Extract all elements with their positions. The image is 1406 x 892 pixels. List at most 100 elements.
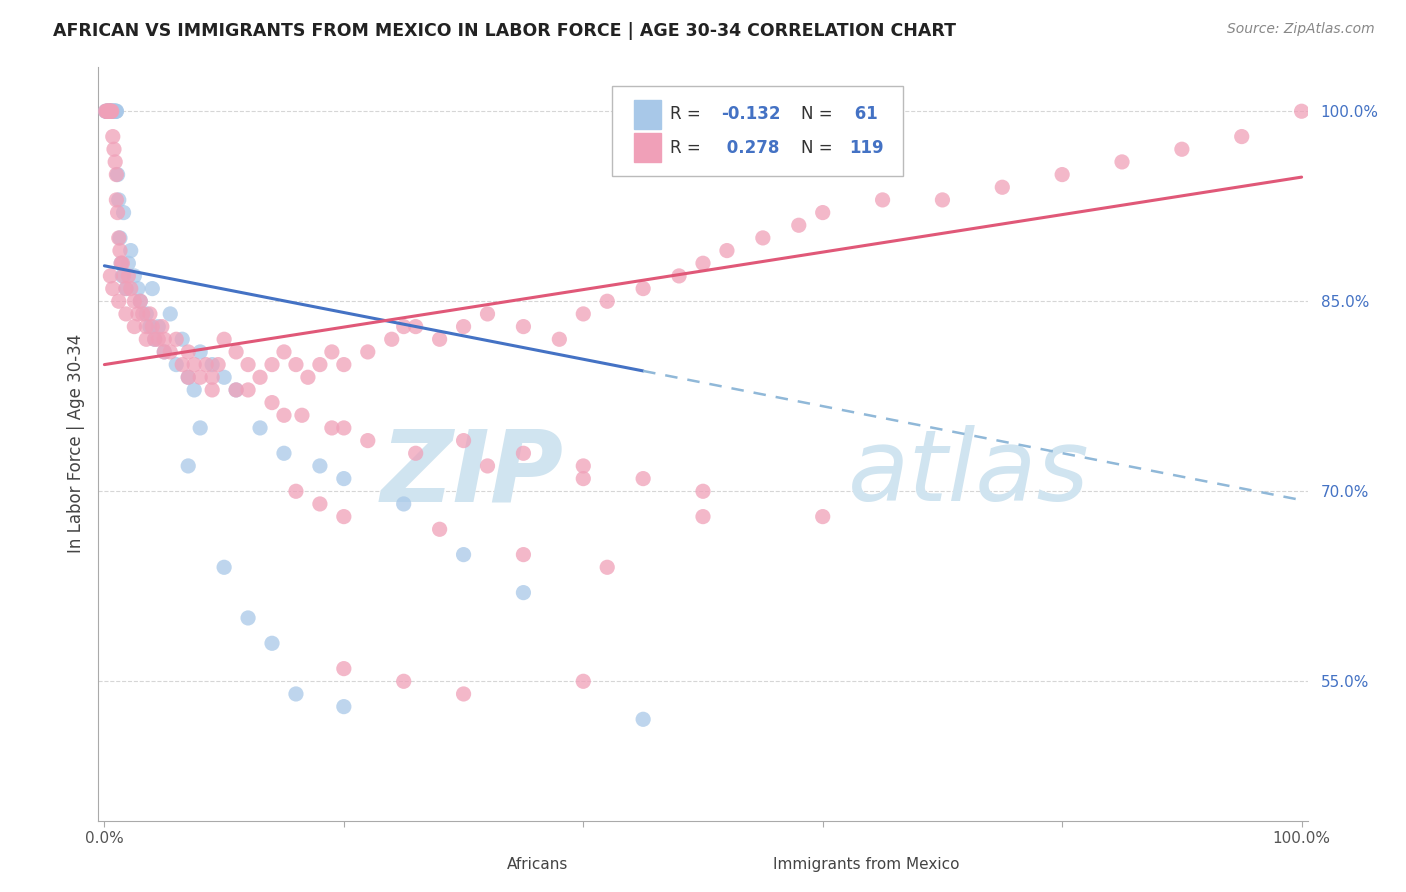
Point bbox=[110, 256, 132, 270]
Bar bbox=[634, 133, 661, 161]
Point bbox=[108, 244, 131, 258]
Point bbox=[512, 548, 534, 562]
Point bbox=[115, 282, 138, 296]
Point bbox=[195, 358, 218, 372]
Point bbox=[141, 282, 163, 296]
Point bbox=[572, 674, 595, 689]
Point bbox=[249, 421, 271, 435]
Point bbox=[96, 104, 118, 119]
Point bbox=[225, 345, 247, 359]
Point bbox=[752, 231, 775, 245]
Point bbox=[110, 256, 132, 270]
Point bbox=[1050, 168, 1073, 182]
Point bbox=[309, 497, 332, 511]
Point bbox=[572, 458, 595, 473]
Point bbox=[108, 231, 131, 245]
Point bbox=[333, 421, 356, 435]
Point bbox=[631, 472, 654, 486]
Point bbox=[165, 358, 187, 372]
Point bbox=[188, 421, 211, 435]
Point bbox=[104, 104, 127, 119]
Point bbox=[225, 383, 247, 397]
Point bbox=[107, 168, 129, 182]
Point bbox=[129, 294, 152, 309]
Point bbox=[931, 193, 953, 207]
Point bbox=[811, 509, 834, 524]
Point bbox=[177, 345, 200, 359]
Point bbox=[572, 307, 595, 321]
Point bbox=[124, 268, 146, 283]
Point bbox=[429, 332, 451, 346]
Point bbox=[453, 548, 475, 562]
Point bbox=[127, 282, 149, 296]
Point bbox=[101, 129, 124, 144]
Point bbox=[273, 409, 295, 423]
Point bbox=[284, 484, 307, 499]
Point bbox=[392, 497, 415, 511]
Point bbox=[100, 268, 122, 283]
Point bbox=[429, 522, 451, 536]
Point bbox=[159, 345, 181, 359]
Point bbox=[139, 307, 162, 321]
Text: 119: 119 bbox=[849, 138, 884, 157]
Point bbox=[692, 484, 714, 499]
Point bbox=[135, 332, 157, 346]
Point bbox=[135, 307, 157, 321]
Point bbox=[177, 370, 200, 384]
Point bbox=[103, 104, 125, 119]
Point bbox=[165, 332, 187, 346]
Y-axis label: In Labor Force | Age 30-34: In Labor Force | Age 30-34 bbox=[66, 334, 84, 553]
Text: N =: N = bbox=[801, 105, 838, 123]
Point bbox=[260, 358, 283, 372]
Point bbox=[1291, 104, 1313, 119]
Point bbox=[100, 104, 122, 119]
Text: ZIP: ZIP bbox=[381, 425, 564, 523]
Point bbox=[273, 345, 295, 359]
Point bbox=[103, 142, 125, 156]
Point bbox=[105, 104, 128, 119]
Point bbox=[333, 358, 356, 372]
Point bbox=[453, 687, 475, 701]
Point bbox=[132, 307, 155, 321]
Point bbox=[112, 268, 135, 283]
Point bbox=[872, 193, 894, 207]
Point bbox=[177, 370, 200, 384]
Point bbox=[692, 509, 714, 524]
Point bbox=[98, 104, 121, 119]
FancyBboxPatch shape bbox=[613, 86, 903, 177]
Text: atlas: atlas bbox=[848, 425, 1090, 523]
Point bbox=[105, 104, 128, 119]
Bar bbox=[634, 100, 661, 128]
Point bbox=[333, 662, 356, 676]
Point bbox=[201, 358, 224, 372]
Point bbox=[104, 155, 127, 169]
Point bbox=[1111, 155, 1133, 169]
Point bbox=[284, 687, 307, 701]
Point bbox=[260, 395, 283, 409]
Bar bbox=[461, 853, 501, 876]
Point bbox=[787, 219, 810, 233]
Point bbox=[94, 104, 117, 119]
Point bbox=[101, 104, 124, 119]
Point bbox=[141, 319, 163, 334]
Text: R =: R = bbox=[671, 105, 706, 123]
Point bbox=[111, 256, 134, 270]
Point bbox=[100, 104, 122, 119]
Point bbox=[100, 104, 122, 119]
Point bbox=[392, 319, 415, 334]
Point bbox=[512, 319, 534, 334]
Point bbox=[716, 244, 738, 258]
Point bbox=[453, 434, 475, 448]
Point bbox=[105, 193, 128, 207]
Point bbox=[96, 104, 118, 119]
Point bbox=[120, 282, 142, 296]
Point bbox=[101, 282, 124, 296]
Point bbox=[100, 104, 122, 119]
Point bbox=[405, 319, 427, 334]
Point bbox=[321, 421, 343, 435]
Point bbox=[97, 104, 120, 119]
Point bbox=[548, 332, 571, 346]
Point bbox=[143, 332, 166, 346]
Point bbox=[97, 104, 120, 119]
Point bbox=[100, 104, 122, 119]
